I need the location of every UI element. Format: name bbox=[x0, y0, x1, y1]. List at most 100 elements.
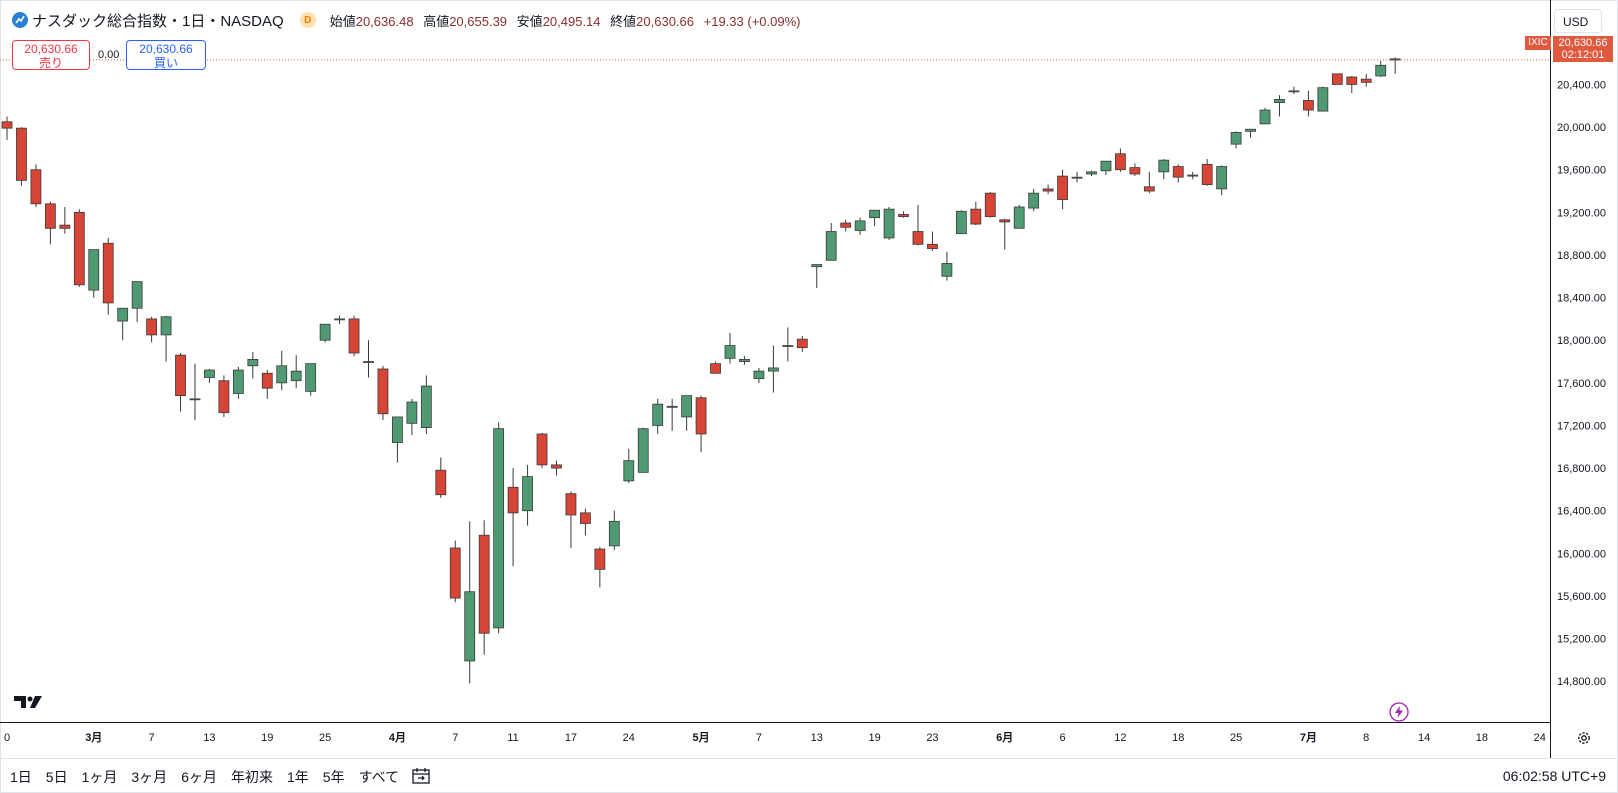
candle-body bbox=[204, 369, 215, 378]
candle bbox=[160, 315, 172, 362]
candle-body bbox=[1086, 171, 1097, 175]
candle bbox=[984, 192, 996, 218]
symbol-price-tag: IXIC bbox=[1525, 36, 1551, 50]
candle-body bbox=[955, 210, 967, 235]
candle bbox=[1288, 86, 1300, 95]
candle bbox=[927, 231, 938, 251]
open-value: 20,636.48 bbox=[355, 13, 414, 29]
candle-body bbox=[1346, 76, 1358, 85]
candle-body bbox=[724, 345, 736, 359]
candle bbox=[261, 370, 273, 399]
time-tick-label: 13 bbox=[203, 732, 215, 744]
candle bbox=[406, 398, 418, 436]
candle bbox=[724, 332, 736, 364]
range-1y[interactable]: 1年 bbox=[286, 769, 309, 785]
time-tick-label: 7 bbox=[452, 732, 458, 744]
price-tick-label: 16,400.00 bbox=[1557, 506, 1606, 518]
candle-body bbox=[1143, 186, 1155, 192]
time-tick-label: 3月 bbox=[85, 731, 102, 744]
range-5y[interactable]: 5年 bbox=[322, 769, 345, 785]
candle-body bbox=[160, 316, 172, 336]
candle bbox=[941, 251, 953, 281]
candle-body bbox=[1317, 87, 1329, 112]
candle bbox=[883, 207, 895, 241]
ohlc-values: 始値20,636.48 高値20,655.39 安値20,495.14 終値20… bbox=[330, 11, 801, 30]
candle bbox=[16, 127, 27, 186]
candle bbox=[377, 365, 389, 421]
candle-body bbox=[334, 318, 345, 321]
range-all[interactable]: すべて bbox=[358, 769, 400, 785]
candle-body bbox=[522, 476, 533, 512]
symbol-title[interactable]: ナスダック総合指数・1日・NASDAQ bbox=[32, 12, 284, 30]
candle bbox=[1303, 90, 1314, 117]
candle bbox=[551, 460, 562, 476]
currency-select[interactable]: USD bbox=[1554, 9, 1602, 33]
candle-body bbox=[1042, 188, 1054, 192]
price-axis: 14,800.00 15,200.00 15,600.00 16,000.00 16,4… bbox=[1550, 0, 1606, 758]
candle-body bbox=[348, 318, 360, 354]
candle bbox=[869, 209, 880, 227]
candle bbox=[1, 116, 13, 140]
candle bbox=[681, 395, 693, 431]
price-tick-label: 16,800.00 bbox=[1557, 463, 1606, 475]
candle-body bbox=[854, 220, 866, 231]
candle-body bbox=[637, 428, 649, 473]
candle bbox=[218, 375, 230, 417]
candle-body bbox=[869, 209, 880, 219]
candle-body bbox=[392, 416, 403, 443]
candle-body bbox=[796, 338, 808, 349]
time-tick-label: 11 bbox=[507, 732, 518, 744]
gear-icon[interactable] bbox=[1576, 730, 1592, 751]
buy-button[interactable]: 20,630.66 買い bbox=[126, 40, 206, 70]
candle-body bbox=[1187, 174, 1199, 177]
lightning-icon[interactable] bbox=[1389, 702, 1409, 727]
tradingview-logo-icon[interactable] bbox=[14, 694, 46, 715]
time-tick-label: 0 bbox=[4, 732, 10, 744]
candle bbox=[1375, 61, 1387, 78]
range-3m[interactable]: 3ヶ月 bbox=[131, 769, 168, 785]
price-tick-label: 18,800.00 bbox=[1557, 250, 1606, 262]
candle bbox=[955, 210, 967, 235]
range-1d[interactable]: 1日 bbox=[10, 769, 32, 785]
candle bbox=[1013, 204, 1025, 229]
candle bbox=[1230, 131, 1242, 149]
candle-body bbox=[1071, 176, 1083, 179]
candle bbox=[59, 207, 71, 234]
candle-body bbox=[840, 222, 852, 228]
time-tick-label: 13 bbox=[811, 732, 823, 744]
candle-body bbox=[464, 591, 476, 662]
price-tick-label: 15,200.00 bbox=[1557, 634, 1606, 646]
candle-body bbox=[449, 547, 461, 599]
candlestick-chart[interactable]: 14,800.00 15,200.00 15,600.00 16,000.00 16,4… bbox=[0, 0, 1618, 758]
candle bbox=[912, 204, 924, 246]
candle bbox=[536, 432, 548, 469]
range-5d[interactable]: 5日 bbox=[45, 769, 68, 785]
candle bbox=[623, 448, 635, 484]
time-tick-label: 24 bbox=[1534, 732, 1546, 744]
candle-body bbox=[941, 263, 953, 277]
sell-button[interactable]: 20,630.66 売り bbox=[12, 40, 90, 70]
index-logo-icon bbox=[12, 12, 28, 28]
candle-body bbox=[59, 224, 71, 229]
range-ytd[interactable]: 年初来 bbox=[230, 769, 273, 785]
candle bbox=[73, 209, 85, 287]
candle bbox=[1216, 165, 1228, 196]
data-delay-badge[interactable]: D bbox=[299, 12, 316, 28]
calendar-icon[interactable] bbox=[411, 767, 431, 790]
candle-body bbox=[319, 323, 331, 341]
time-tick-label: 18 bbox=[1476, 732, 1488, 744]
candle-body bbox=[1274, 98, 1285, 103]
candle-body bbox=[1057, 175, 1068, 200]
change-value: +19.33 (+0.09%) bbox=[703, 13, 801, 29]
candle-body bbox=[478, 534, 490, 634]
candle bbox=[1187, 171, 1199, 180]
candle bbox=[478, 520, 490, 655]
candle-body bbox=[507, 486, 519, 514]
clock-timezone[interactable]: 06:02:58 UTC+9 bbox=[1502, 768, 1606, 784]
range-6m[interactable]: 6ヶ月 bbox=[181, 769, 217, 785]
time-tick-label: 18 bbox=[1172, 732, 1184, 744]
candle bbox=[580, 508, 591, 536]
symbol-legend: ナスダック総合指数・1日・NASDAQ D 始値20,636.48 高値20,6… bbox=[12, 9, 801, 31]
range-1m[interactable]: 1ヶ月 bbox=[81, 769, 118, 785]
price-tick-label: 15,600.00 bbox=[1557, 591, 1606, 603]
